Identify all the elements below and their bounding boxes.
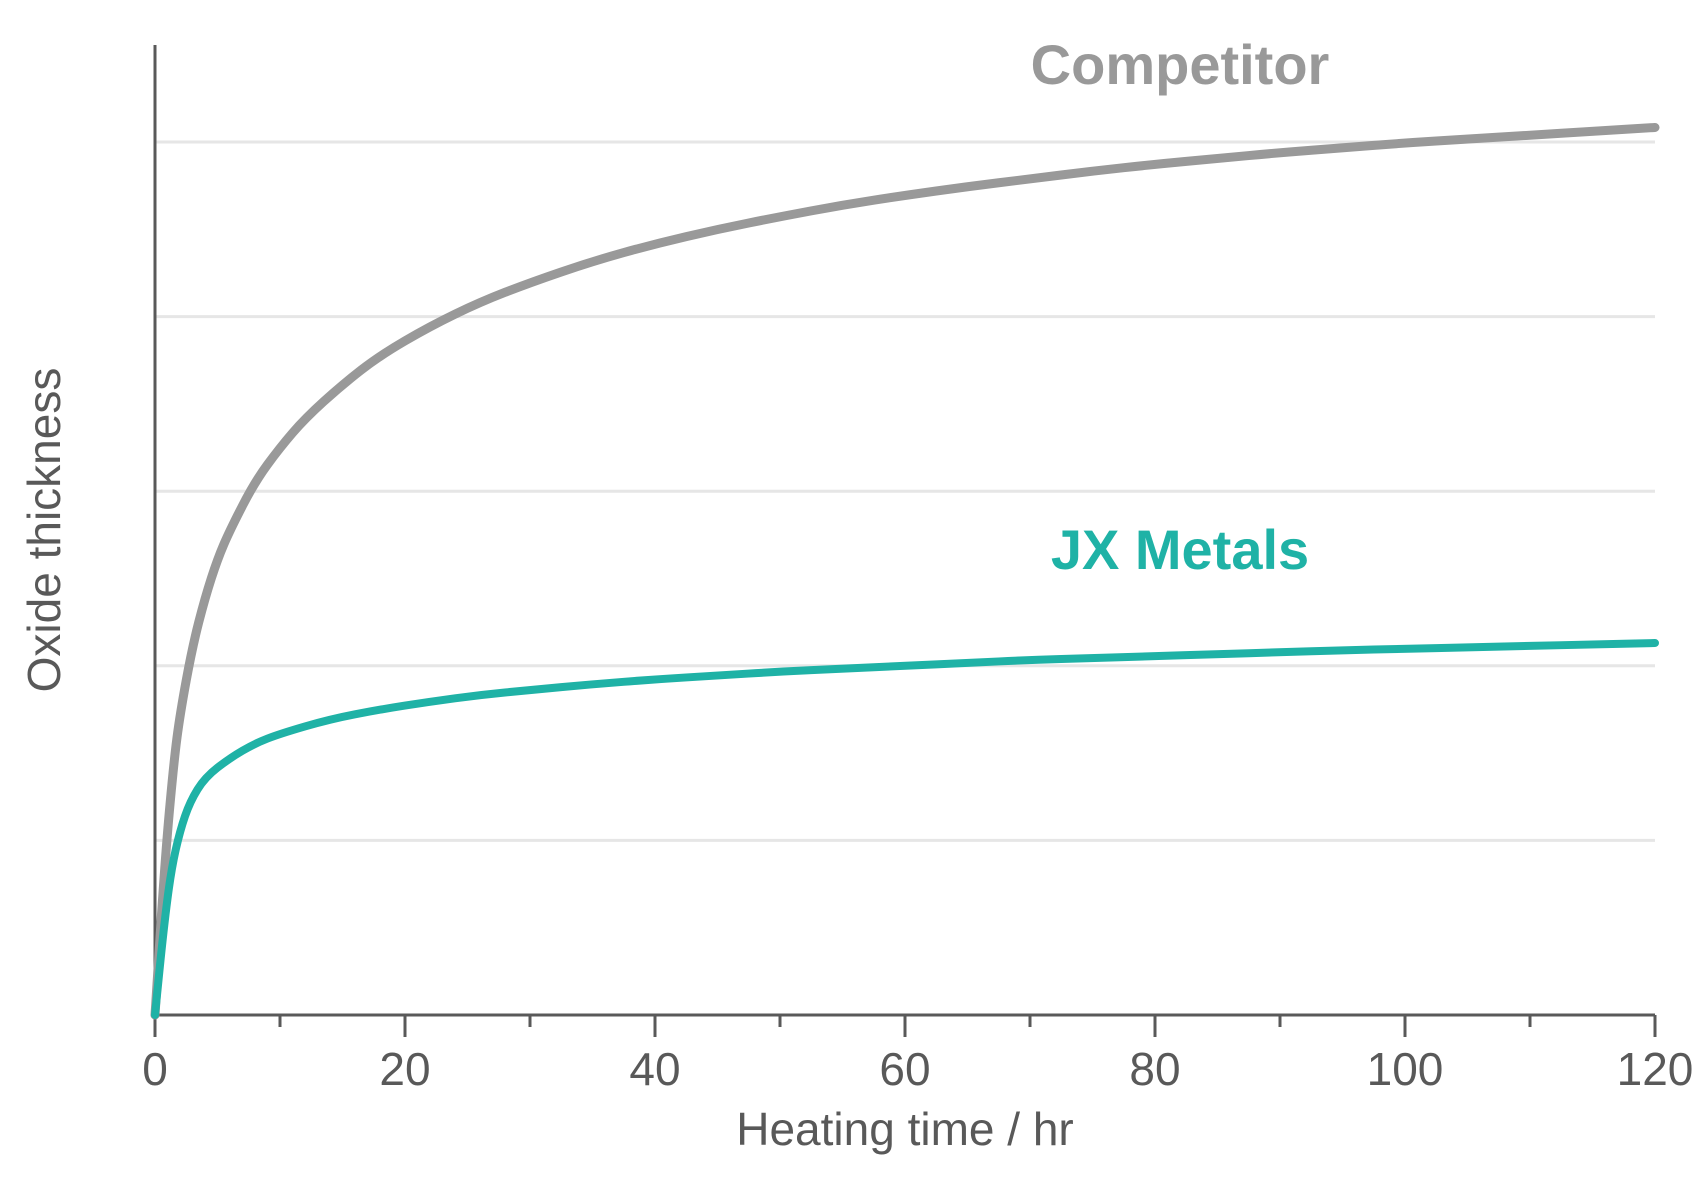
chart-svg: 0 20 40 60 80 100 120 Competitor JX Metals Heat… — [0, 0, 1693, 1179]
x-tick-label: 20 — [379, 1043, 430, 1095]
axis-ticks: 0 20 40 60 80 100 120 — [142, 1015, 1693, 1095]
axes — [155, 45, 1655, 1015]
series-labels: Competitor JX Metals — [1031, 33, 1330, 581]
series-competitor — [155, 127, 1655, 1015]
x-tick-label: 80 — [1129, 1043, 1180, 1095]
x-tick-label: 40 — [629, 1043, 680, 1095]
oxide-thickness-chart: 0 20 40 60 80 100 120 Competitor JX Metals Heat… — [0, 0, 1693, 1179]
x-tick-label: 120 — [1617, 1043, 1693, 1095]
y-axis-label: Oxide thickness — [18, 368, 70, 693]
series-label-jx: JX Metals — [1051, 518, 1309, 581]
x-tick-label: 100 — [1367, 1043, 1444, 1095]
series-label-competitor: Competitor — [1031, 33, 1330, 96]
gridlines — [155, 142, 1655, 840]
series-jx — [155, 643, 1655, 1015]
series-lines — [155, 127, 1655, 1015]
x-axis-label: Heating time / hr — [736, 1103, 1073, 1155]
x-tick-label: 60 — [879, 1043, 930, 1095]
x-tick-label: 0 — [142, 1043, 168, 1095]
